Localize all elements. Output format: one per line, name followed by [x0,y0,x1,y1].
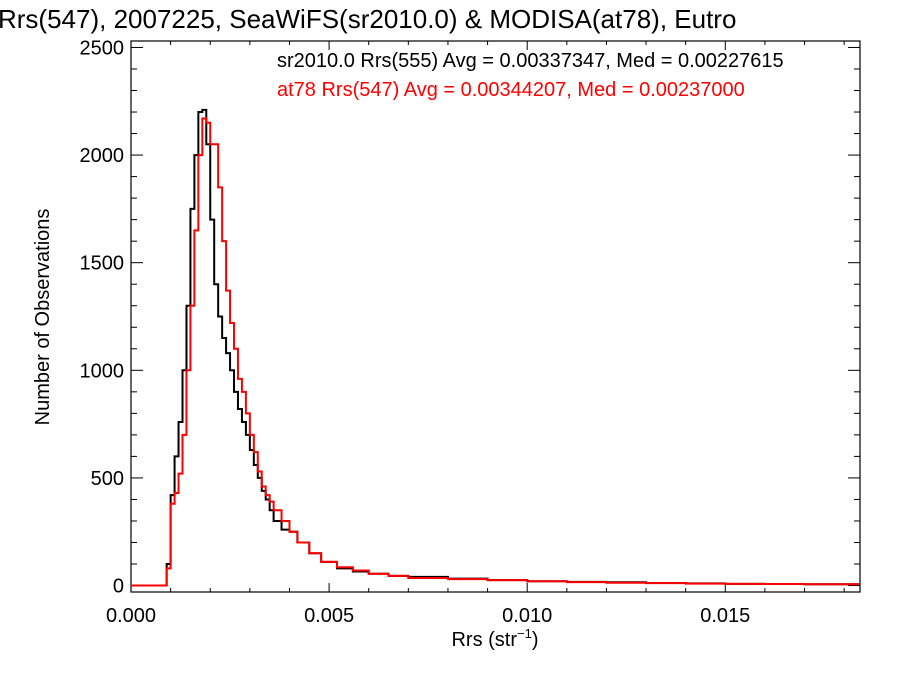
series-at78-line [131,117,860,587]
x-axis-label: Rrs (str−1) [451,626,538,651]
y-tick-label: 1500 [80,253,125,275]
y-tick-label: 500 [91,468,124,490]
plot-frame [130,40,861,593]
y-axis-label: Number of Observations [32,209,54,426]
y-tick-label: 0 [113,576,124,598]
y-tick-label: 2500 [80,37,125,59]
series-sr2010-line [131,108,860,587]
chart-title: Rrs(547), 2007225, SeaWiFS(sr2010.0) & M… [0,4,736,34]
x-tick-label: 0.010 [502,605,552,627]
y-tick-label: 2000 [80,145,125,167]
x-tick-label: 0.015 [700,605,750,627]
x-tick-label: 0.000 [106,605,156,627]
legend-entry-sr2010: sr2010.0 Rrs(555) Avg = 0.00337347, Med … [277,50,784,72]
legend-entry-at78: at78 Rrs(547) Avg = 0.00344207, Med = 0.… [277,79,745,101]
y-tick-label: 1000 [80,360,125,382]
x-tick-label: 0.005 [304,605,354,627]
